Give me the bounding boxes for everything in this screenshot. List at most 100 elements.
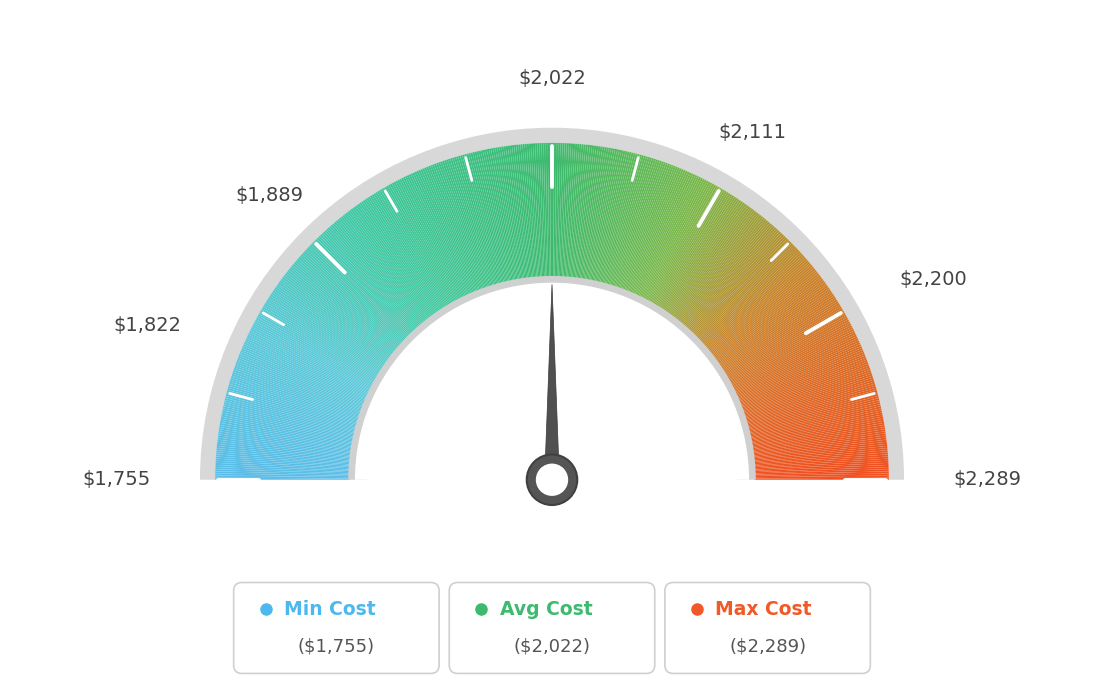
Wedge shape [670, 206, 750, 316]
Wedge shape [552, 143, 554, 277]
Text: $2,200: $2,200 [899, 270, 967, 289]
Wedge shape [245, 338, 369, 396]
Wedge shape [691, 235, 786, 334]
Wedge shape [743, 368, 870, 414]
Wedge shape [392, 183, 457, 302]
Wedge shape [753, 452, 888, 464]
Wedge shape [399, 179, 461, 299]
Wedge shape [220, 421, 353, 446]
Wedge shape [307, 248, 405, 342]
Wedge shape [660, 195, 734, 310]
Polygon shape [544, 284, 560, 480]
Wedge shape [745, 380, 874, 421]
Wedge shape [251, 327, 372, 389]
Text: $1,822: $1,822 [114, 316, 182, 335]
Wedge shape [224, 400, 355, 433]
Wedge shape [232, 374, 360, 417]
Wedge shape [728, 312, 846, 380]
Wedge shape [518, 144, 533, 279]
Wedge shape [263, 305, 380, 376]
Wedge shape [729, 317, 848, 384]
Wedge shape [721, 296, 836, 371]
Wedge shape [279, 280, 390, 361]
Wedge shape [298, 257, 401, 347]
Wedge shape [227, 386, 358, 424]
Wedge shape [252, 325, 372, 388]
Wedge shape [216, 452, 351, 464]
Wedge shape [501, 146, 523, 280]
Wedge shape [411, 173, 468, 296]
Wedge shape [700, 250, 800, 343]
Wedge shape [716, 284, 827, 363]
Wedge shape [305, 249, 405, 342]
Wedge shape [753, 440, 887, 457]
Wedge shape [739, 352, 864, 404]
Wedge shape [754, 477, 889, 480]
Wedge shape [643, 179, 705, 299]
Wedge shape [650, 186, 718, 304]
Wedge shape [645, 181, 709, 301]
Wedge shape [291, 265, 396, 352]
Wedge shape [657, 192, 729, 308]
Wedge shape [223, 406, 354, 437]
Wedge shape [349, 210, 432, 319]
Wedge shape [629, 168, 682, 293]
Wedge shape [323, 231, 415, 331]
Wedge shape [254, 321, 373, 386]
Wedge shape [736, 342, 860, 398]
Wedge shape [516, 145, 532, 279]
Wedge shape [747, 394, 879, 429]
Wedge shape [572, 145, 588, 279]
Wedge shape [414, 171, 470, 295]
Wedge shape [560, 143, 566, 278]
Wedge shape [358, 204, 436, 315]
Wedge shape [595, 150, 626, 282]
Wedge shape [236, 359, 363, 409]
Wedge shape [539, 143, 545, 278]
Wedge shape [675, 213, 758, 320]
Wedge shape [619, 162, 666, 290]
Wedge shape [246, 336, 369, 395]
Wedge shape [220, 423, 353, 447]
Wedge shape [512, 145, 529, 279]
Wedge shape [677, 215, 762, 322]
Wedge shape [215, 457, 350, 467]
Wedge shape [563, 144, 573, 278]
Wedge shape [222, 408, 354, 438]
Wedge shape [216, 450, 351, 463]
Wedge shape [686, 227, 776, 329]
Wedge shape [217, 437, 351, 455]
Wedge shape [482, 150, 511, 282]
Wedge shape [248, 333, 370, 393]
Wedge shape [336, 220, 423, 325]
Wedge shape [566, 144, 577, 278]
Bar [131, 480, 973, 689]
Wedge shape [478, 150, 509, 282]
Wedge shape [362, 200, 439, 313]
Wedge shape [576, 146, 594, 279]
Wedge shape [432, 164, 481, 291]
Wedge shape [752, 431, 885, 452]
Wedge shape [224, 402, 355, 435]
Wedge shape [548, 143, 551, 277]
Wedge shape [751, 415, 883, 442]
Wedge shape [308, 246, 406, 340]
Text: Min Cost: Min Cost [284, 600, 375, 619]
Wedge shape [508, 146, 527, 279]
Wedge shape [580, 146, 601, 279]
Wedge shape [489, 148, 516, 282]
Wedge shape [611, 157, 652, 287]
Wedge shape [714, 278, 824, 360]
Wedge shape [612, 158, 654, 287]
Wedge shape [741, 359, 868, 409]
Wedge shape [617, 161, 662, 288]
Wedge shape [230, 382, 359, 422]
Wedge shape [687, 228, 778, 330]
Wedge shape [270, 292, 384, 368]
Wedge shape [754, 457, 889, 467]
Wedge shape [480, 150, 510, 282]
Wedge shape [570, 144, 584, 279]
Wedge shape [723, 301, 839, 373]
Wedge shape [722, 297, 837, 371]
Wedge shape [606, 155, 644, 285]
